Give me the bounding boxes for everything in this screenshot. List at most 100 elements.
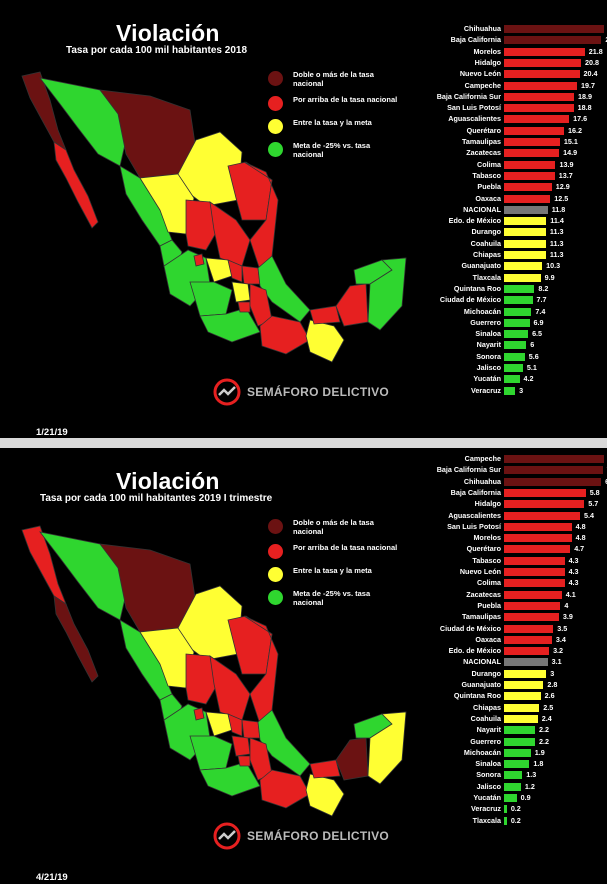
bar <box>504 601 561 610</box>
bar-value-label: 4 <box>564 600 569 610</box>
bar <box>504 805 507 814</box>
map-region-guerrero <box>199 761 261 797</box>
bar-row: Jalisco 5.1 <box>412 363 607 373</box>
bar-category-label: Veracruz <box>471 385 501 395</box>
bar <box>504 590 562 599</box>
bar-category-label: Nuevo León <box>459 567 501 576</box>
bar-row: Tabasco 4.3 <box>412 556 607 566</box>
map-region-baja-california-sur <box>53 595 99 683</box>
bar-value-label: 16.2 <box>568 125 582 135</box>
bar-row: Nuevo León 20.4 <box>412 69 607 79</box>
bar-value-label: 15.1 <box>563 137 578 146</box>
bar-value-label: 18.9 <box>578 91 592 101</box>
panel-subtitle: Tasa por cada 100 mil habitantes 2018 <box>66 45 248 56</box>
bar-value-label: 2.4 <box>541 713 552 723</box>
bar-category-label: Durango <box>471 668 501 678</box>
bar <box>504 703 540 712</box>
bar-category-label: Morelos <box>473 533 501 543</box>
bar-value-label: 6.9 <box>533 317 544 327</box>
bar-row: Edo. de México 3.2 <box>412 646 607 656</box>
bar-category-label: Aguascalientes <box>448 510 501 520</box>
bar-value-label: 10.3 <box>546 261 561 271</box>
legend-label: Meta de -25% vs. tasa nacional <box>293 589 371 607</box>
bar-category-label: Tabasco <box>472 555 501 565</box>
bar <box>504 228 546 237</box>
bar-category-label: Chihuahua <box>463 24 501 33</box>
bar-row: Veracruz 0.2 <box>412 804 607 814</box>
bar-value-label: 13.9 <box>559 159 574 169</box>
bar-value-label: 0.2 <box>510 815 521 825</box>
map-region-hidalgo <box>241 265 261 285</box>
bar <box>504 455 604 463</box>
bar-row: Chihuahua27 <box>412 24 607 34</box>
bar-category-label: Hidalgo <box>474 57 501 67</box>
bar <box>504 545 571 554</box>
bar <box>504 183 552 192</box>
bar <box>504 70 580 79</box>
legend-item-double: Doble o más de la tasa nacional <box>268 70 398 88</box>
bar-row: Morelos 4.8 <box>412 533 607 543</box>
bar-category-label: Puebla <box>477 182 501 192</box>
legend-item-double: Doble o más de la tasa nacional <box>268 518 398 536</box>
bar-row: Michoacán 1.9 <box>412 748 607 758</box>
bar <box>504 47 585 56</box>
bar-category-label: Querétaro <box>466 544 501 554</box>
bar-category-label: Baja California <box>450 35 501 45</box>
bar-row: Guanajuato 2.8 <box>412 680 607 690</box>
bar-value-label: 5.1 <box>526 363 537 372</box>
map-region-aguascalientes <box>193 707 205 721</box>
panel-subtitle: Tasa por cada 100 mil habitantes 2019 I … <box>40 493 273 504</box>
semaforo-logo: SEMÁFORO DELICTIVO <box>213 378 389 406</box>
legend-item-above: Por arriba de la tasa nacional <box>268 543 398 559</box>
bar-value-label: 2.5 <box>543 702 554 712</box>
legend: Doble o más de la tasa nacional Por arri… <box>268 70 398 166</box>
bar-value-label: 14.9 <box>563 148 578 158</box>
bar-row: Colima 4.3 <box>412 578 607 588</box>
bar-category-label: NACIONAL <box>463 204 501 214</box>
bar-row: Yucatán 0.9 <box>412 793 607 803</box>
bar <box>504 534 572 543</box>
bar <box>504 217 547 226</box>
map-region-nuevo-leon <box>227 161 273 221</box>
date-label: 1/21/19 <box>36 427 68 438</box>
bar-value-label: 26. <box>605 35 607 45</box>
bar-category-label: Hidalgo <box>474 499 501 509</box>
bar-row: Querétaro 16.2 <box>412 126 607 136</box>
bar-row: Aguascalientes 17.6 <box>412 114 607 124</box>
bar <box>504 477 602 486</box>
bar-category-label: Oaxaca <box>475 634 501 644</box>
bar-value-label: 3.9 <box>562 612 573 622</box>
bar-row: Campeche7.1 <box>412 454 607 464</box>
semaforo-logo-icon <box>213 378 241 406</box>
bar-value-label: 1.8 <box>533 759 544 769</box>
bar-row: Hidalgo 5.7 <box>412 499 607 509</box>
bar-value-label: 3.4 <box>555 634 566 644</box>
map-region-hidalgo <box>241 719 261 739</box>
bar-row: Baja California Sur 18.9 <box>412 92 607 102</box>
map-region-michoacan <box>189 281 233 317</box>
bar-value-label: 5.7 <box>588 499 599 509</box>
bar-value-label: 2.8 <box>547 680 558 689</box>
map-region-morelos <box>237 301 251 313</box>
bar-row: NACIONAL 11.8 <box>412 205 607 215</box>
bar <box>504 296 533 305</box>
bar <box>504 81 577 90</box>
bar-row: Tabasco 13.7 <box>412 171 607 181</box>
bar-value-label: 0.9 <box>520 793 531 802</box>
bar <box>504 669 547 678</box>
divider <box>0 438 607 448</box>
bar <box>504 318 530 327</box>
bar-category-label: Michoacán <box>463 306 501 316</box>
bar-value-label: 11.3 <box>549 227 564 237</box>
bar-row: Puebla 4 <box>412 601 607 611</box>
bar-row: Tamaulipas 15.1 <box>412 137 607 147</box>
bar-value-label: 6 <box>530 340 535 350</box>
map-region-aguascalientes <box>193 253 205 267</box>
bar-value-label: 4.2 <box>523 374 534 384</box>
bar <box>504 647 550 656</box>
bar-row: Zacatecas 4.1 <box>412 590 607 600</box>
bar-value-label: 4.8 <box>575 521 586 531</box>
bar <box>504 635 552 644</box>
bar-value-label: 3 <box>519 385 524 395</box>
bar <box>504 692 541 701</box>
